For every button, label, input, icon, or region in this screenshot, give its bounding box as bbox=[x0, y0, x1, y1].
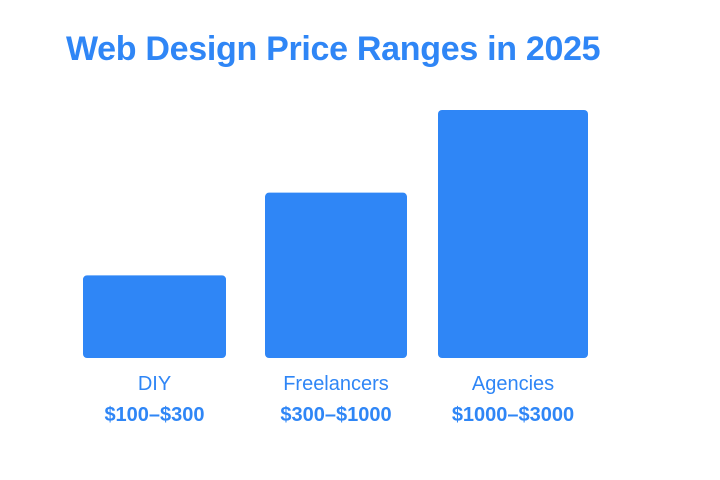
bar-diy bbox=[83, 275, 226, 358]
bar-freelancers bbox=[265, 192, 407, 358]
chart-title: Web Design Price Ranges in 2025 bbox=[66, 30, 601, 68]
price-range-label: $100–$300 bbox=[104, 404, 204, 426]
category-label: DIY bbox=[138, 373, 171, 395]
price-range-label: $300–$1000 bbox=[280, 404, 391, 426]
category-label: Agencies bbox=[472, 373, 554, 395]
bar-agencies bbox=[438, 110, 588, 358]
price-range-label: $1000–$3000 bbox=[452, 404, 574, 426]
category-label: Freelancers bbox=[283, 373, 389, 395]
